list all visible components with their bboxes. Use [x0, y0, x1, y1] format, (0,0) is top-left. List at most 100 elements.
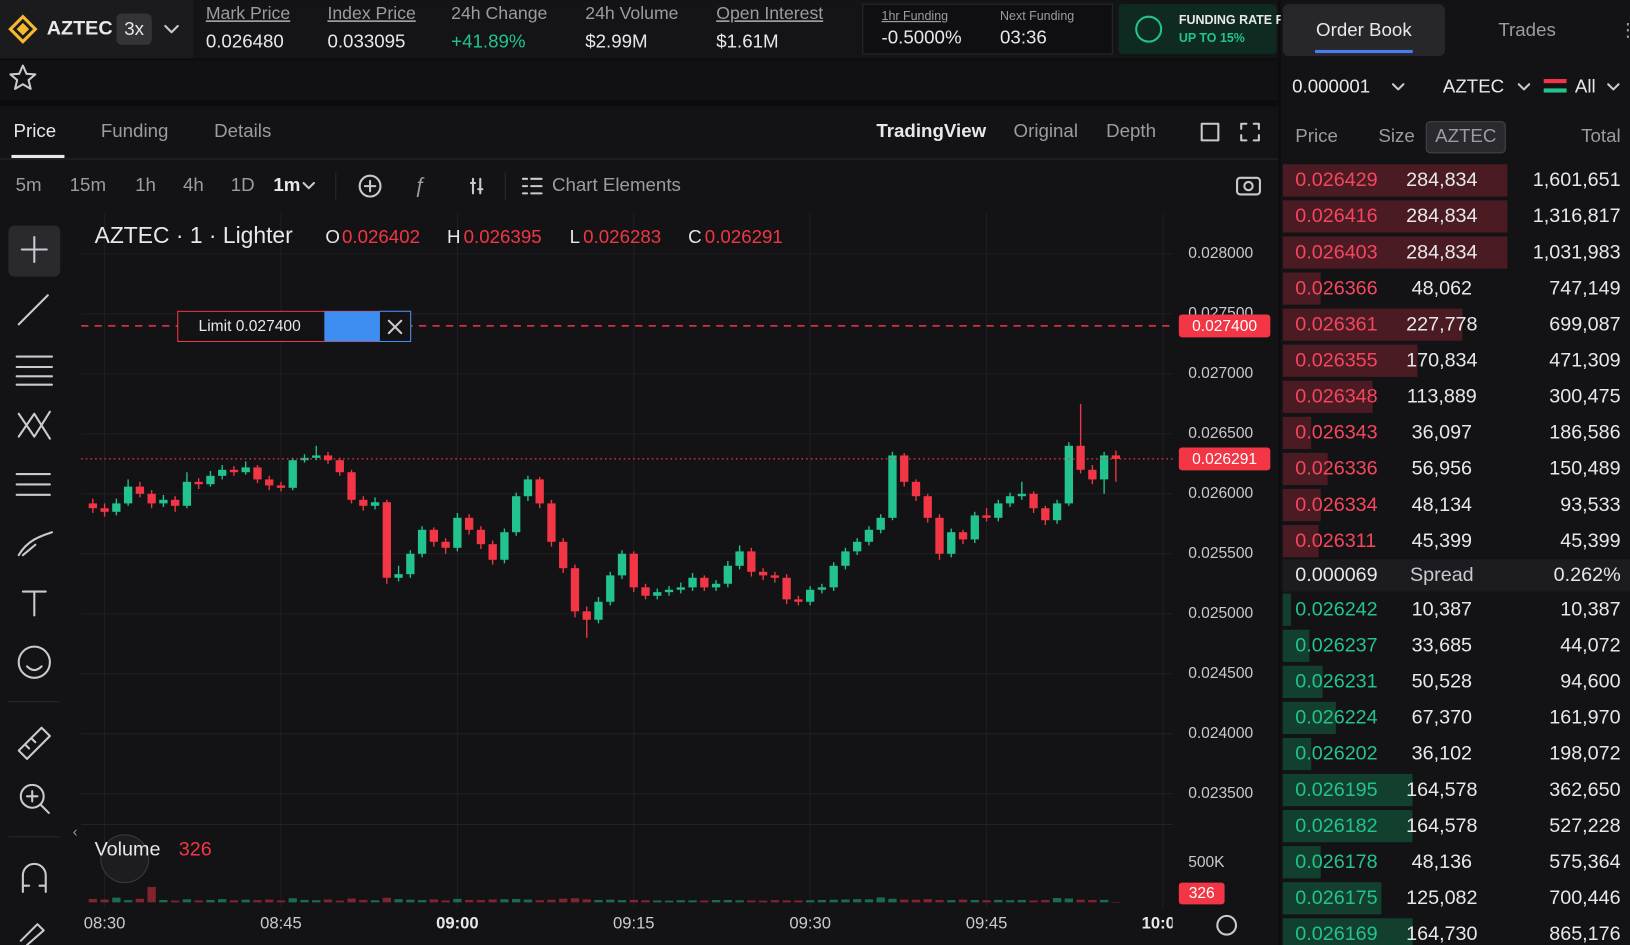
candle-body: [723, 565, 732, 584]
chart-tab[interactable]: Details: [214, 120, 271, 141]
candle-body: [300, 457, 309, 461]
volume-bar: [218, 899, 227, 903]
interval[interactable]: 1h: [135, 174, 156, 195]
interval[interactable]: 1D: [231, 174, 255, 195]
settings-icon[interactable]: [1216, 914, 1238, 936]
add-indicator-icon[interactable]: [358, 174, 382, 198]
function-icon[interactable]: ƒ: [414, 175, 426, 198]
volume-bar: [782, 900, 791, 903]
candle-body: [453, 517, 462, 548]
volume-bar: [770, 900, 780, 903]
camera-icon[interactable]: [1236, 176, 1261, 196]
depth-bar: [1282, 737, 1312, 771]
depth-bar: [1282, 629, 1310, 662]
price-badge: [1178, 447, 1271, 471]
y-tick-label: 0.024500: [1188, 665, 1253, 682]
chart-tab[interactable]: Price: [14, 120, 57, 141]
interval[interactable]: 15m: [70, 174, 106, 195]
y-tick-label: 0.027000: [1188, 365, 1253, 382]
volume-bar: [935, 899, 944, 903]
zoom-tool[interactable]: [19, 783, 45, 809]
volume-bar: [288, 898, 297, 903]
volume-bar: [923, 899, 932, 903]
candle-body: [218, 469, 227, 476]
next-funding-label: Next Funding: [1000, 9, 1074, 23]
candle-body: [700, 577, 709, 588]
limit-order[interactable]: Limit 0.027400: [177, 310, 412, 342]
chart-elements[interactable]: Chart Elements: [552, 174, 681, 195]
candle-body: [417, 529, 427, 554]
tab-active[interactable]: [1282, 4, 1445, 57]
ob-size: 48,136: [1412, 851, 1472, 873]
chevron: [302, 181, 315, 190]
ob-tab[interactable]: Order Book: [1316, 19, 1412, 40]
volume-bar: [676, 900, 685, 903]
magnet-tool[interactable]: [21, 862, 47, 893]
volume-bar: [1111, 902, 1121, 903]
volume-bar: [653, 900, 662, 903]
ohlc-key: C: [688, 226, 702, 247]
volume-bar: [805, 900, 815, 903]
volume-bar: [723, 899, 732, 903]
depth-bar: [1282, 272, 1321, 305]
y-tick-label: 0.025500: [1188, 545, 1253, 562]
candle-body: [770, 575, 780, 578]
volume-bar: [994, 899, 1003, 903]
chevron: [1517, 83, 1531, 91]
leverage-badge[interactable]: [116, 13, 152, 45]
volume-bar: [758, 900, 768, 903]
chart-panel: [0, 106, 1279, 945]
view-mode[interactable]: TradingView: [876, 120, 986, 141]
depth-bar: [1282, 846, 1321, 879]
promo-banner[interactable]: [1118, 4, 1277, 55]
volume-bar: [88, 899, 98, 903]
layout-icon[interactable]: [1200, 122, 1220, 142]
interval[interactable]: 4h: [183, 174, 204, 195]
ohlc-value: 0.026283: [583, 226, 661, 247]
projection-tool[interactable]: [15, 473, 51, 496]
collapse-arrow[interactable]: ‹: [73, 825, 78, 841]
tick-size[interactable]: 0.000001: [1292, 75, 1370, 96]
volume-bar: [970, 900, 979, 903]
fullscreen-icon[interactable]: [1240, 122, 1260, 142]
volume-bar: [1099, 899, 1109, 903]
tab-underline: [1315, 49, 1413, 54]
brush-tool[interactable]: [17, 531, 54, 557]
filter[interactable]: All: [1575, 75, 1596, 96]
limit-label: Limit 0.027400: [199, 318, 302, 335]
menu-dots[interactable]: ⋮: [1619, 19, 1630, 40]
unit-toggle[interactable]: [1425, 121, 1506, 154]
camera-icon: [1243, 180, 1254, 192]
ob-size: 284,834: [1406, 205, 1477, 227]
ob-price: 0.026237: [1295, 635, 1377, 657]
ob-total: 362,650: [1549, 779, 1620, 801]
star-icon[interactable]: [9, 64, 37, 90]
candle-body: [1005, 496, 1015, 504]
chart-tab[interactable]: Funding: [101, 120, 169, 141]
ob-price: 0.026178: [1295, 851, 1377, 873]
y-tick-label: 0.024000: [1188, 725, 1253, 742]
candle-body: [1076, 445, 1085, 470]
volume-bar: [617, 900, 627, 903]
text-tool[interactable]: [21, 590, 47, 617]
pattern-tool[interactable]: [17, 410, 51, 440]
symbol-selector[interactable]: [0, 0, 194, 59]
line-tool[interactable]: [17, 294, 49, 326]
interval[interactable]: 1m: [273, 174, 300, 195]
view-mode[interactable]: Original: [1014, 120, 1078, 141]
ruler-tool[interactable]: [17, 726, 51, 760]
pencil-tool[interactable]: [19, 923, 45, 945]
volume-bar: [582, 899, 591, 903]
volume-bar: [535, 900, 544, 903]
asset-select[interactable]: AZTEC: [1443, 75, 1504, 96]
view-mode[interactable]: Depth: [1106, 120, 1156, 141]
fib-tool[interactable]: [15, 355, 54, 386]
ob-tab[interactable]: Trades: [1498, 19, 1556, 40]
emoji-tool[interactable]: [17, 645, 51, 679]
compare-icon[interactable]: [469, 177, 484, 195]
x-tick-label: 09:45: [966, 914, 1008, 933]
volume-bar: [488, 899, 497, 903]
interval[interactable]: 5m: [16, 174, 42, 195]
candle-body: [441, 541, 450, 548]
close-icon: [387, 319, 403, 335]
